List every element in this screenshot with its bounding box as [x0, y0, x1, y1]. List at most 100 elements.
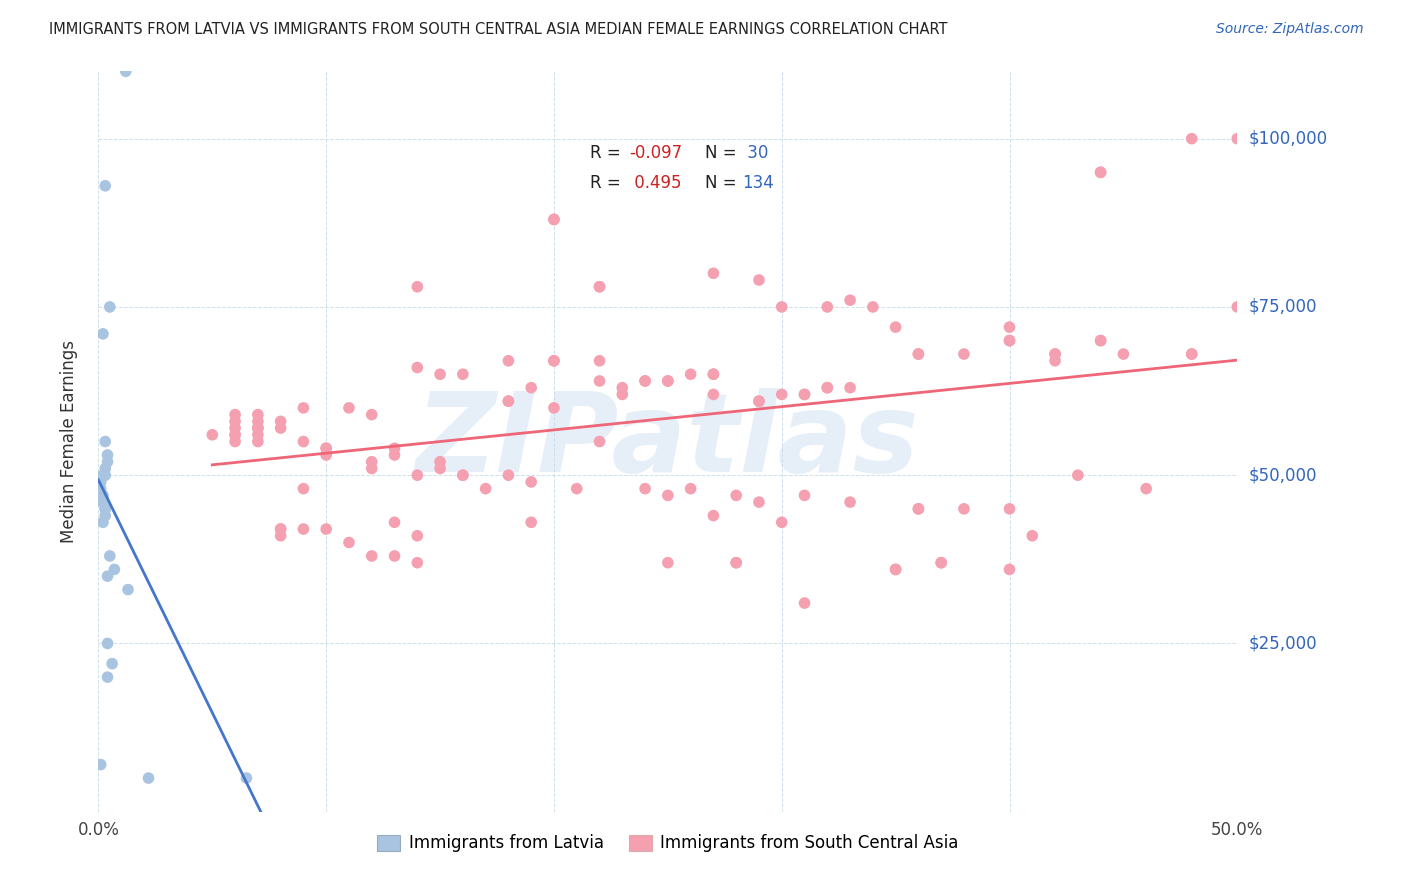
Point [748, 495, 770, 509]
Point [1090, 334, 1112, 348]
Point [94, 178, 117, 193]
Point [907, 501, 929, 516]
Point [429, 461, 451, 475]
Point [406, 360, 429, 375]
Text: 30: 30 [742, 144, 768, 161]
Point [815, 381, 838, 395]
Text: ZIPatlas: ZIPatlas [416, 388, 920, 495]
Point [406, 468, 429, 483]
Point [91, 468, 114, 483]
Point [929, 556, 952, 570]
Point [520, 381, 543, 395]
Point [406, 529, 429, 543]
Point [270, 421, 292, 435]
Point [634, 374, 657, 388]
Point [498, 468, 520, 483]
Text: 134: 134 [742, 174, 773, 192]
Point [224, 421, 246, 435]
Point [384, 442, 406, 456]
Text: $75,000: $75,000 [1249, 298, 1317, 316]
Point [429, 368, 451, 382]
Point [815, 300, 838, 314]
Point [94, 468, 117, 483]
Point [543, 401, 565, 415]
Point [96, 636, 118, 650]
Point [498, 353, 520, 368]
Point [588, 374, 610, 388]
Text: $50,000: $50,000 [1249, 467, 1317, 484]
Point [748, 394, 770, 409]
Point [498, 394, 520, 409]
Point [246, 421, 269, 435]
Point [907, 347, 929, 361]
Point [246, 408, 269, 422]
Point [953, 347, 976, 361]
Point [702, 508, 724, 523]
Point [1226, 300, 1249, 314]
Point [451, 468, 474, 483]
Point [907, 501, 929, 516]
Point [884, 320, 907, 334]
Point [337, 401, 360, 415]
Point [96, 569, 118, 583]
Point [657, 374, 679, 388]
Point [588, 279, 610, 293]
Text: IMMIGRANTS FROM LATVIA VS IMMIGRANTS FROM SOUTH CENTRAL ASIA MEDIAN FEMALE EARNI: IMMIGRANTS FROM LATVIA VS IMMIGRANTS FRO… [49, 22, 948, 37]
Y-axis label: Median Female Earnings: Median Female Earnings [59, 340, 77, 543]
Point [998, 320, 1021, 334]
Point [315, 448, 337, 462]
Point [94, 501, 117, 516]
Point [748, 394, 770, 409]
Point [91, 326, 114, 341]
Point [543, 353, 565, 368]
Point [270, 522, 292, 536]
Point [815, 381, 838, 395]
Point [588, 279, 610, 293]
Point [793, 596, 815, 610]
Point [543, 212, 565, 227]
Point [224, 408, 246, 422]
Point [315, 442, 337, 456]
Point [725, 488, 748, 502]
Point [702, 387, 724, 401]
Point [998, 562, 1021, 576]
Point [770, 516, 793, 530]
Point [91, 495, 114, 509]
Text: 0.495: 0.495 [630, 174, 682, 192]
Point [94, 501, 117, 516]
Point [94, 508, 117, 523]
Point [543, 353, 565, 368]
Point [224, 427, 246, 442]
Point [292, 434, 315, 449]
Point [520, 516, 543, 530]
Point [91, 488, 114, 502]
Point [360, 461, 382, 475]
Point [201, 427, 224, 442]
Point [138, 771, 160, 785]
Point [1090, 165, 1112, 179]
Text: $25,000: $25,000 [1249, 634, 1317, 652]
Point [96, 670, 118, 684]
Text: -0.097: -0.097 [630, 144, 682, 161]
Point [246, 414, 269, 428]
Point [246, 421, 269, 435]
Point [360, 455, 382, 469]
Point [90, 488, 112, 502]
Point [612, 381, 634, 395]
Point [114, 64, 136, 78]
Point [91, 516, 114, 530]
Point [384, 549, 406, 563]
Point [1135, 482, 1157, 496]
Point [246, 434, 269, 449]
Point [292, 401, 315, 415]
Point [748, 273, 770, 287]
Point [1043, 353, 1066, 368]
Point [474, 482, 496, 496]
Point [839, 495, 862, 509]
Text: Source: ZipAtlas.com: Source: ZipAtlas.com [1216, 22, 1364, 37]
Point [770, 300, 793, 314]
Point [657, 488, 679, 502]
Point [884, 562, 907, 576]
Point [360, 549, 382, 563]
Point [406, 556, 429, 570]
